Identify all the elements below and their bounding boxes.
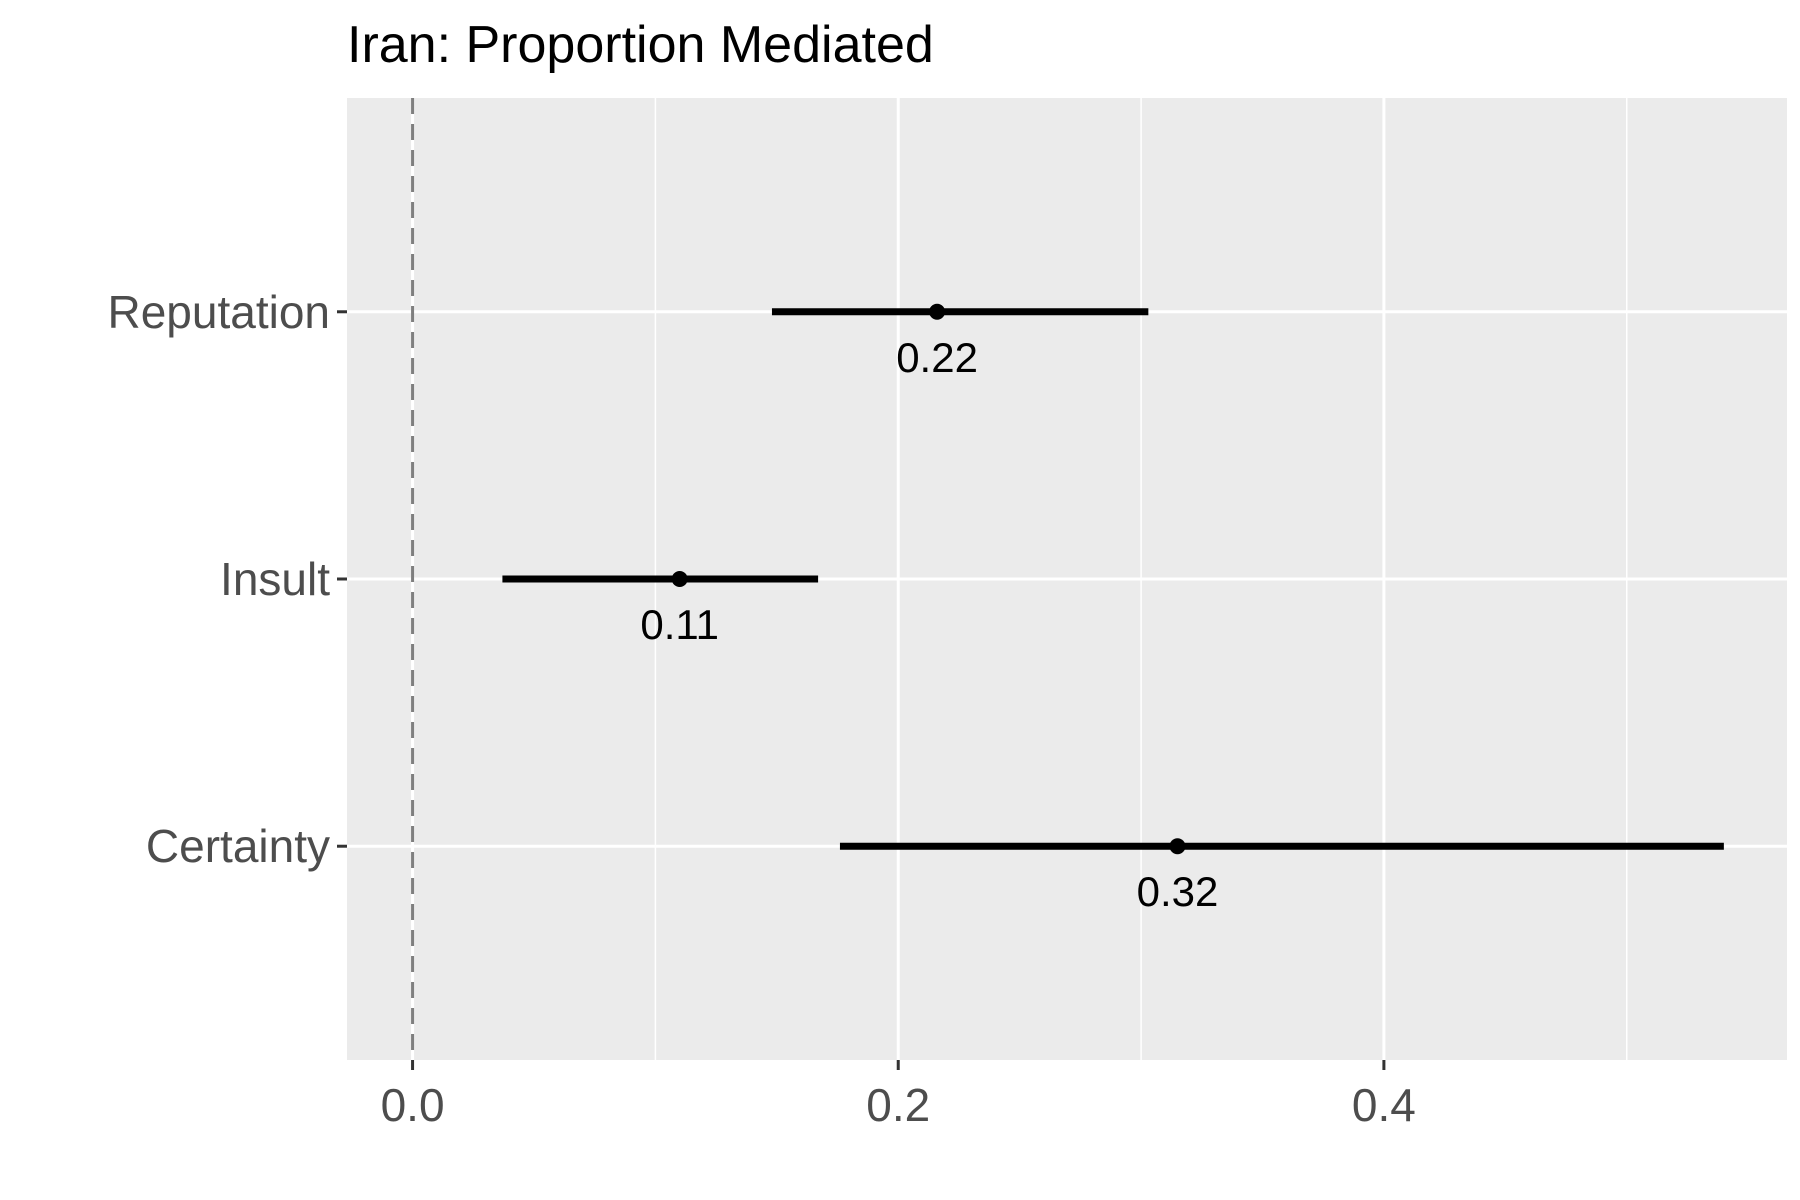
x-tick-label: 0.0 (381, 1079, 445, 1131)
y-tick-label: Insult (220, 553, 330, 605)
data-marks: 0.22 0.11 0.32 (502, 303, 1724, 915)
y-axis: Reputation Insult Certainty (108, 286, 347, 872)
x-tick-label: 0.2 (866, 1079, 930, 1131)
x-tick-label: 0.4 (1352, 1079, 1416, 1131)
point-estimate (1169, 838, 1186, 855)
data-label: 0.22 (896, 334, 978, 381)
data-label: 0.11 (640, 601, 719, 648)
point-estimate (929, 303, 946, 320)
data-label: 0.32 (1137, 868, 1219, 915)
chart-title: Iran: Proportion Mediated (347, 16, 934, 74)
y-tick-label: Certainty (146, 820, 330, 872)
y-tick-label: Reputation (108, 286, 331, 338)
x-axis: 0.0 0.2 0.4 (381, 1060, 1416, 1131)
point-estimate (671, 571, 688, 587)
